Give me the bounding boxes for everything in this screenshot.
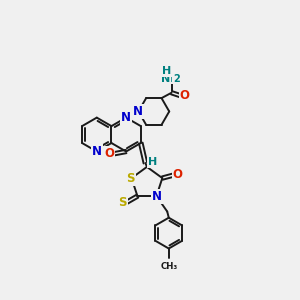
- Text: N: N: [133, 105, 143, 118]
- Text: H: H: [148, 157, 157, 167]
- Text: 2: 2: [173, 74, 179, 84]
- Text: O: O: [180, 89, 190, 102]
- Text: S: S: [127, 172, 135, 184]
- Text: N: N: [152, 190, 162, 203]
- Text: O: O: [173, 169, 183, 182]
- Text: N: N: [92, 145, 102, 158]
- Text: O: O: [104, 146, 114, 160]
- Text: N: N: [121, 111, 131, 124]
- Text: H: H: [162, 66, 172, 76]
- Text: S: S: [118, 196, 127, 209]
- Text: NH: NH: [161, 74, 179, 84]
- Text: CH₃: CH₃: [160, 262, 177, 271]
